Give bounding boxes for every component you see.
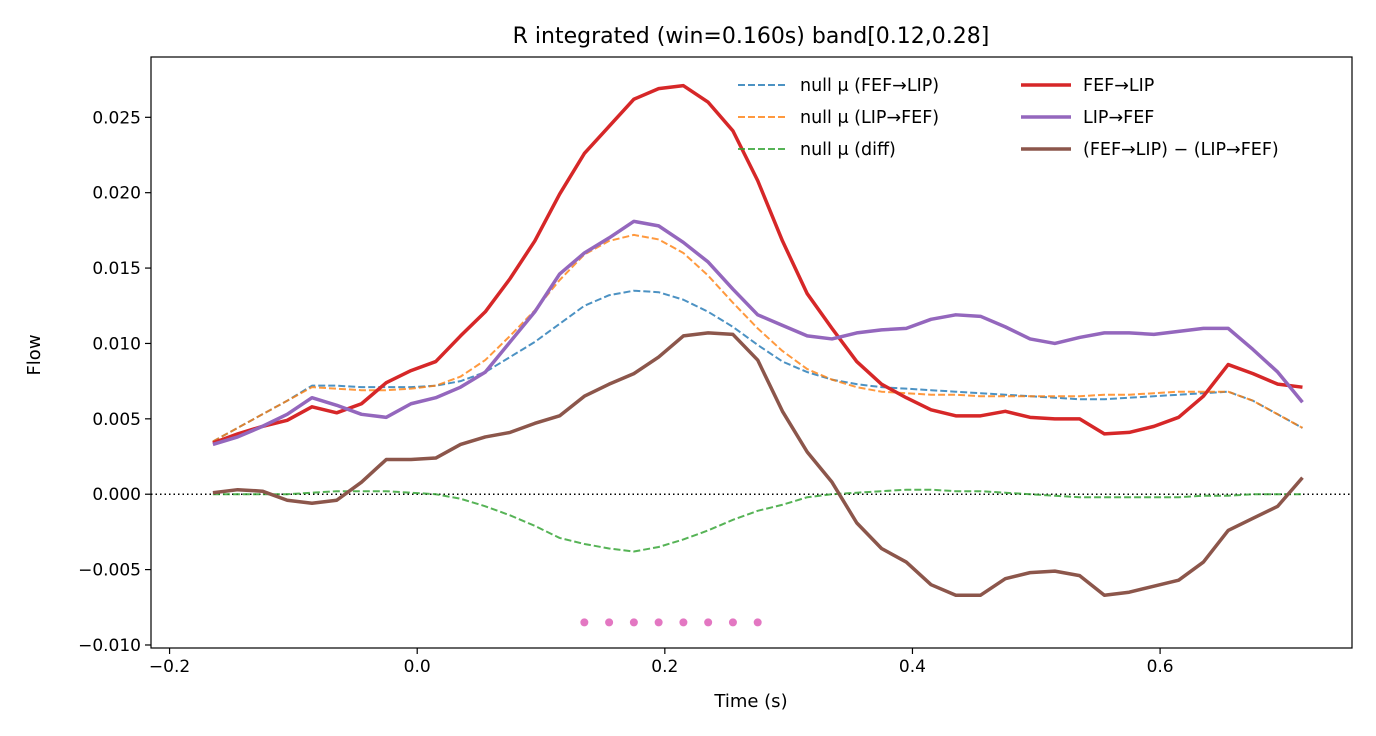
series-line-3 (212, 83, 1303, 445)
x-axis: −0.2 0.0 0.2 0.4 0.6 (149, 648, 1174, 677)
plot-area (151, 83, 1352, 627)
x-tick-label: 0.0 (404, 657, 431, 677)
y-axis: −0.010 −0.005 0.000 0.005 0.010 0.015 0.020 0.0… (78, 108, 151, 656)
y-tick-label: −0.010 (78, 636, 141, 656)
y-tick-label: 0.020 (92, 184, 141, 204)
significance-marker (704, 618, 713, 627)
y-tick-label: −0.005 (78, 561, 141, 581)
series-line-4 (212, 219, 1304, 447)
series-line-5 (212, 331, 1304, 597)
legend-label: null μ (diff) (800, 140, 896, 160)
significance-marker (605, 618, 614, 627)
x-tick-label: 0.4 (899, 657, 926, 677)
plot-frame (150, 56, 1353, 649)
x-tick-label: −0.2 (149, 657, 190, 677)
legend-label: FEF→LIP (1083, 76, 1154, 96)
y-tick-label: 0.025 (92, 108, 141, 128)
legend: null μ (FEF→LIP) null μ (LIP→FEF) null μ (… (738, 76, 1279, 160)
series-line-0 (212, 289, 1303, 443)
y-axis-label: Flow (24, 334, 45, 375)
series-line-1 (212, 233, 1303, 443)
legend-label: (FEF→LIP) − (LIP→FEF) (1083, 140, 1279, 160)
legend-label: null μ (FEF→LIP) (800, 76, 939, 96)
legend-label: null μ (LIP→FEF) (800, 108, 939, 128)
y-tick-label: 0.005 (92, 410, 141, 430)
series-line-2 (212, 488, 1303, 553)
x-tick-label: 0.2 (651, 657, 678, 677)
significance-marker (679, 618, 688, 627)
significance-marker (629, 618, 638, 627)
x-tick-label: 0.6 (1147, 657, 1174, 677)
y-tick-label: 0.000 (92, 485, 141, 505)
significance-marker (654, 618, 663, 627)
significance-marker (580, 618, 589, 627)
legend-label: LIP→FEF (1083, 108, 1154, 128)
chart-title: R integrated (win=0.160s) band[0.12,0.28… (513, 24, 990, 49)
significance-marker (753, 618, 762, 627)
x-axis-label: Time (s) (713, 691, 787, 712)
y-tick-label: 0.015 (92, 259, 141, 279)
y-tick-label: 0.010 (92, 334, 141, 354)
significance-marker (728, 618, 737, 627)
